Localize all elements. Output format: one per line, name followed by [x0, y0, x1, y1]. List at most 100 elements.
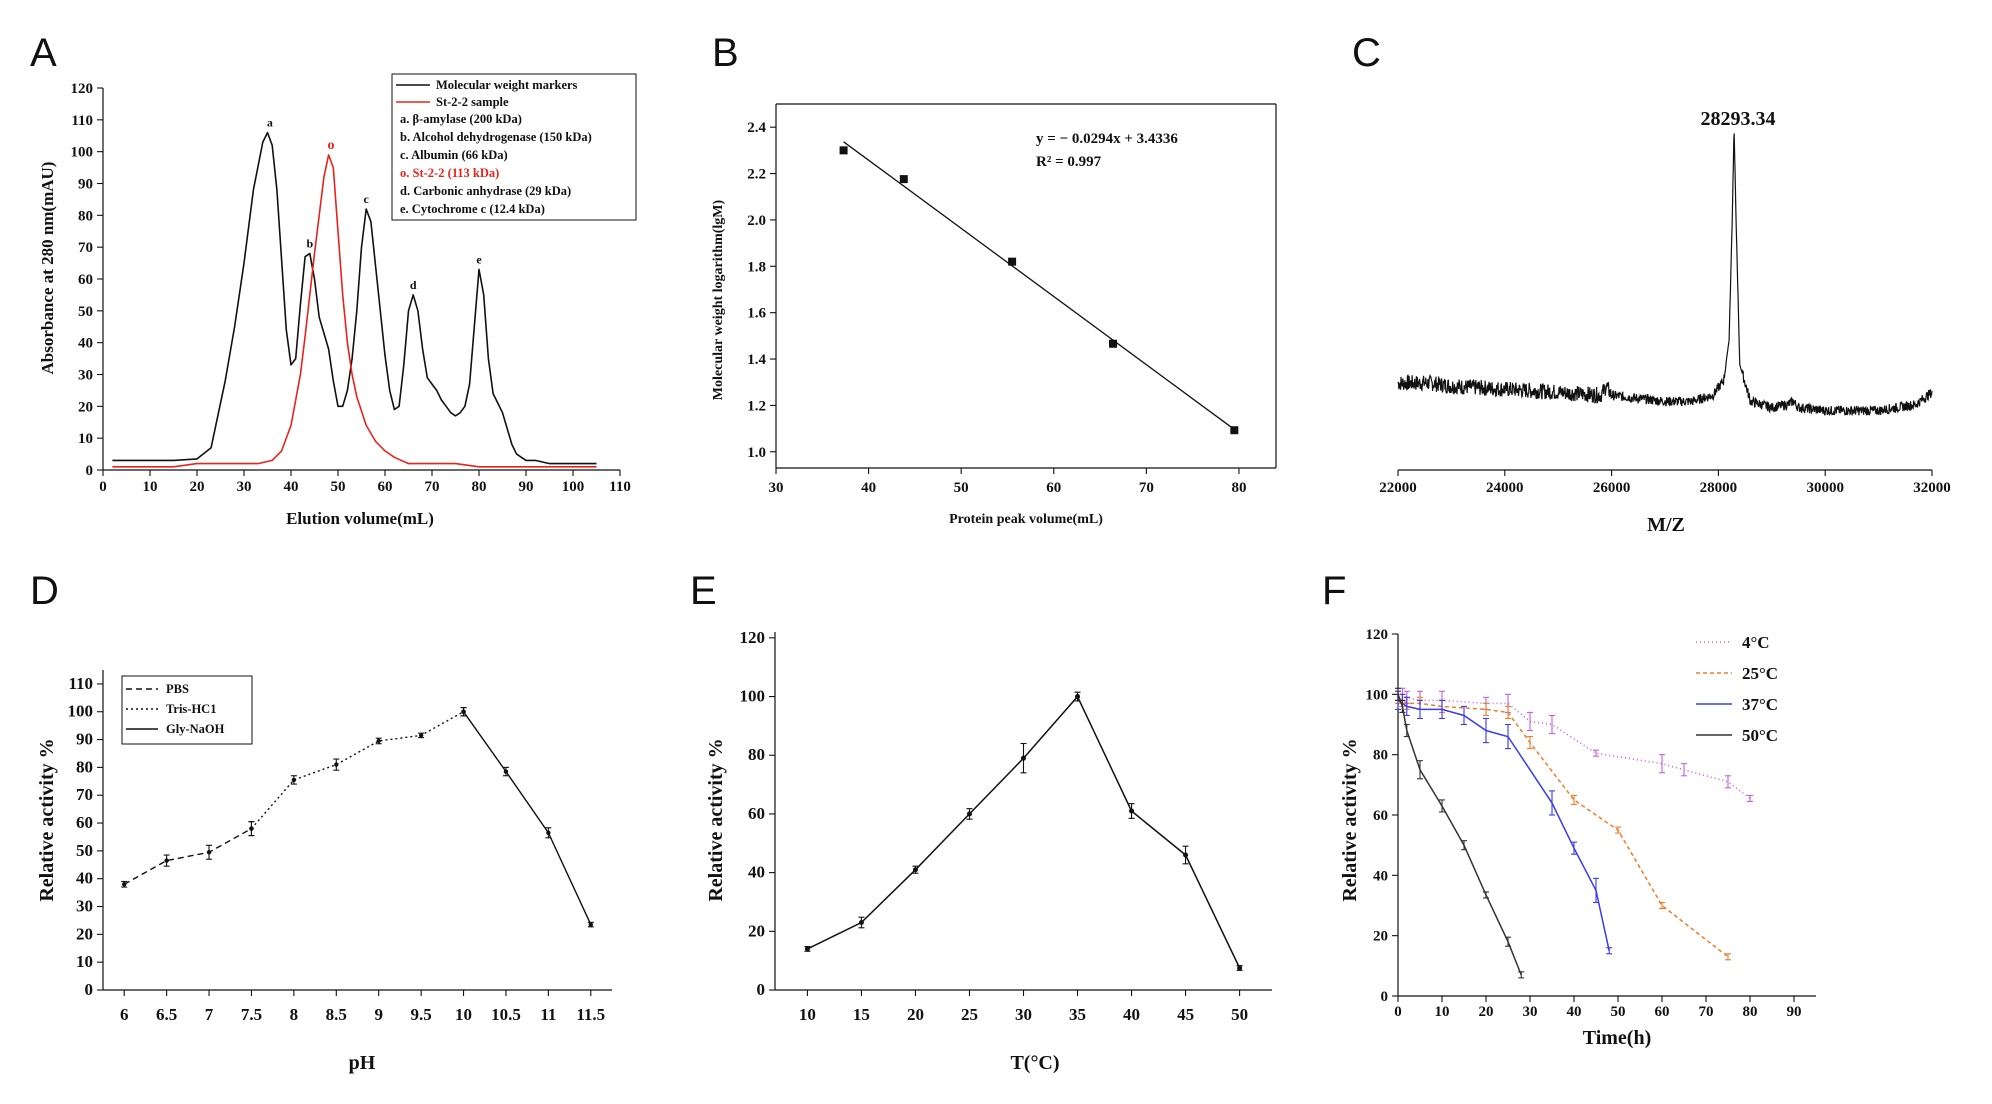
- data-point: [1230, 426, 1239, 435]
- x-tick-label: 0: [99, 479, 107, 495]
- x-tick-label: 20: [1479, 1004, 1494, 1020]
- x-tick-label: 22000: [1379, 480, 1417, 496]
- x-tick-label: 50: [954, 480, 969, 496]
- legend-item: a. β-amylase (200 kDa): [400, 112, 522, 126]
- data-point: [804, 946, 810, 952]
- series-line-pbs: [123, 827, 252, 885]
- y-tick-label: 90: [76, 730, 93, 749]
- data-point: [1237, 965, 1243, 971]
- y-tick-label: 40: [748, 863, 765, 882]
- y-tick-label: 110: [68, 674, 93, 693]
- y-tick-label: 60: [748, 804, 765, 823]
- x-tick-label: 11: [540, 1005, 556, 1024]
- panel-c-x-axis-label: M/Z: [1647, 514, 1685, 536]
- x-tick-label: 10: [799, 1005, 816, 1024]
- y-tick-label: 110: [71, 113, 93, 129]
- panel-f-series: [1395, 687, 1753, 979]
- data-point: [164, 858, 169, 863]
- panel-f-stability-chart: 0 10 20 30 40 50 60 70 80 90 0 20 40 60 80 100 120 4°C 25…: [1339, 627, 1816, 1049]
- panel-c-tick-labels: 22000 24000 26000 28000 30000 32000: [1379, 480, 1951, 496]
- panel-f-axes: [1392, 633, 1816, 1002]
- x-tick-label: 24000: [1486, 480, 1524, 496]
- x-tick-label: 40: [284, 479, 299, 495]
- data-point: [503, 769, 509, 774]
- y-tick-label: 10: [76, 952, 93, 971]
- data-point: [588, 922, 593, 927]
- panel-f-tick-labels: 0 10 20 30 40 50 60 70 80 90 0 20 40 60 80 100 120: [1366, 627, 1802, 1020]
- y-tick-label: 80: [76, 757, 93, 776]
- legend-item: Gly-NaOH: [166, 722, 225, 736]
- x-tick-label: 8.5: [326, 1005, 347, 1024]
- panel-b-equation: y = − 0.0294x + 3.4336: [1036, 131, 1178, 147]
- data-point: [912, 867, 918, 873]
- x-tick-label: 100: [562, 479, 585, 495]
- panel-letter-a: A: [30, 31, 57, 75]
- x-tick-label: 10: [1435, 1004, 1450, 1020]
- x-tick-label: 25: [961, 1005, 978, 1024]
- data-point: [1008, 257, 1017, 266]
- panel-a-tick-labels: 0 10 20 30 40 50 60 70 80 90 100 110 0 10 20 30 40 50 60 70…: [71, 81, 631, 495]
- panel-d-series: [121, 707, 594, 928]
- x-tick-label: 30: [237, 479, 252, 495]
- y-tick-label: 100: [68, 702, 94, 721]
- x-tick-label: 70: [1139, 480, 1154, 496]
- x-tick-label: 10.5: [491, 1005, 521, 1024]
- x-tick-label: 9.5: [411, 1005, 432, 1024]
- x-tick-label: 70: [425, 479, 440, 495]
- y-tick-label: 90: [78, 177, 93, 193]
- series-line: [1397, 694, 1522, 976]
- x-tick-label: 20: [907, 1005, 924, 1024]
- panel-b-tick-labels: 30 40 50 60 70 80 1.0 1.2 1.4 1.6 1.8 2.0 2.2 2.4: [747, 120, 1246, 496]
- x-tick-label: 7: [205, 1005, 214, 1024]
- y-tick-label: 1.2: [747, 398, 766, 414]
- legend-item: c. Albumin (66 kDa): [400, 148, 508, 162]
- x-tick-label: 30: [1015, 1005, 1032, 1024]
- y-tick-label: 50: [76, 841, 93, 860]
- x-tick-label: 70: [1699, 1004, 1714, 1020]
- x-tick-label: 26000: [1593, 480, 1631, 496]
- data-point: [1183, 852, 1189, 858]
- legend-item: 4°C: [1742, 633, 1770, 652]
- panel-d-legend-box: [121, 675, 253, 745]
- peak-label: a: [267, 116, 273, 130]
- data-point: [461, 709, 466, 714]
- panel-e-axes: [769, 632, 1272, 996]
- panel-c-peak-label: 28293.34: [1701, 108, 1776, 130]
- y-tick-label: 0: [757, 980, 766, 999]
- panel-letter-e: E: [690, 569, 717, 613]
- panel-f-legend: 4°C 25°C 37°C 50°C: [1696, 633, 1778, 745]
- panel-a-x-axis-label: Elution volume(mL): [286, 509, 434, 528]
- x-tick-label: 40: [1567, 1004, 1582, 1020]
- x-tick-label: 30: [1523, 1004, 1538, 1020]
- legend-item: Tris-HC1: [166, 702, 216, 716]
- x-tick-label: 15: [853, 1005, 870, 1024]
- y-tick-label: 1.6: [747, 306, 766, 322]
- panel-b-axes: [770, 103, 1277, 474]
- y-tick-label: 60: [1373, 808, 1388, 824]
- data-point: [839, 146, 848, 155]
- peak-label: b: [306, 237, 313, 251]
- panel-c-mass-spectrum: 22000 24000 26000 28000 30000 32000 28293.34 …: [1379, 108, 1951, 536]
- data-point: [206, 850, 212, 855]
- legend-item: St-2-2 sample: [436, 95, 509, 109]
- panel-d-axes: [97, 670, 612, 996]
- y-tick-label: 20: [76, 924, 93, 943]
- y-tick-label: 2.2: [747, 167, 766, 183]
- y-tick-label: 20: [78, 399, 93, 415]
- y-tick-label: 100: [1366, 687, 1389, 703]
- y-tick-label: 1.8: [747, 259, 766, 275]
- data-point: [858, 920, 864, 926]
- data-point: [122, 882, 127, 887]
- y-tick-label: 20: [748, 921, 765, 940]
- data-point: [418, 733, 424, 738]
- y-tick-label: 1.0: [747, 445, 766, 461]
- x-tick-label: 60: [1655, 1004, 1670, 1020]
- panel-e-x-axis-label: T(°C): [1010, 1052, 1059, 1074]
- x-tick-label: 80: [1743, 1004, 1758, 1020]
- x-tick-label: 0: [1394, 1004, 1402, 1020]
- x-tick-label: 7.5: [241, 1005, 262, 1024]
- data-point: [291, 777, 297, 783]
- x-tick-label: 35: [1069, 1005, 1086, 1024]
